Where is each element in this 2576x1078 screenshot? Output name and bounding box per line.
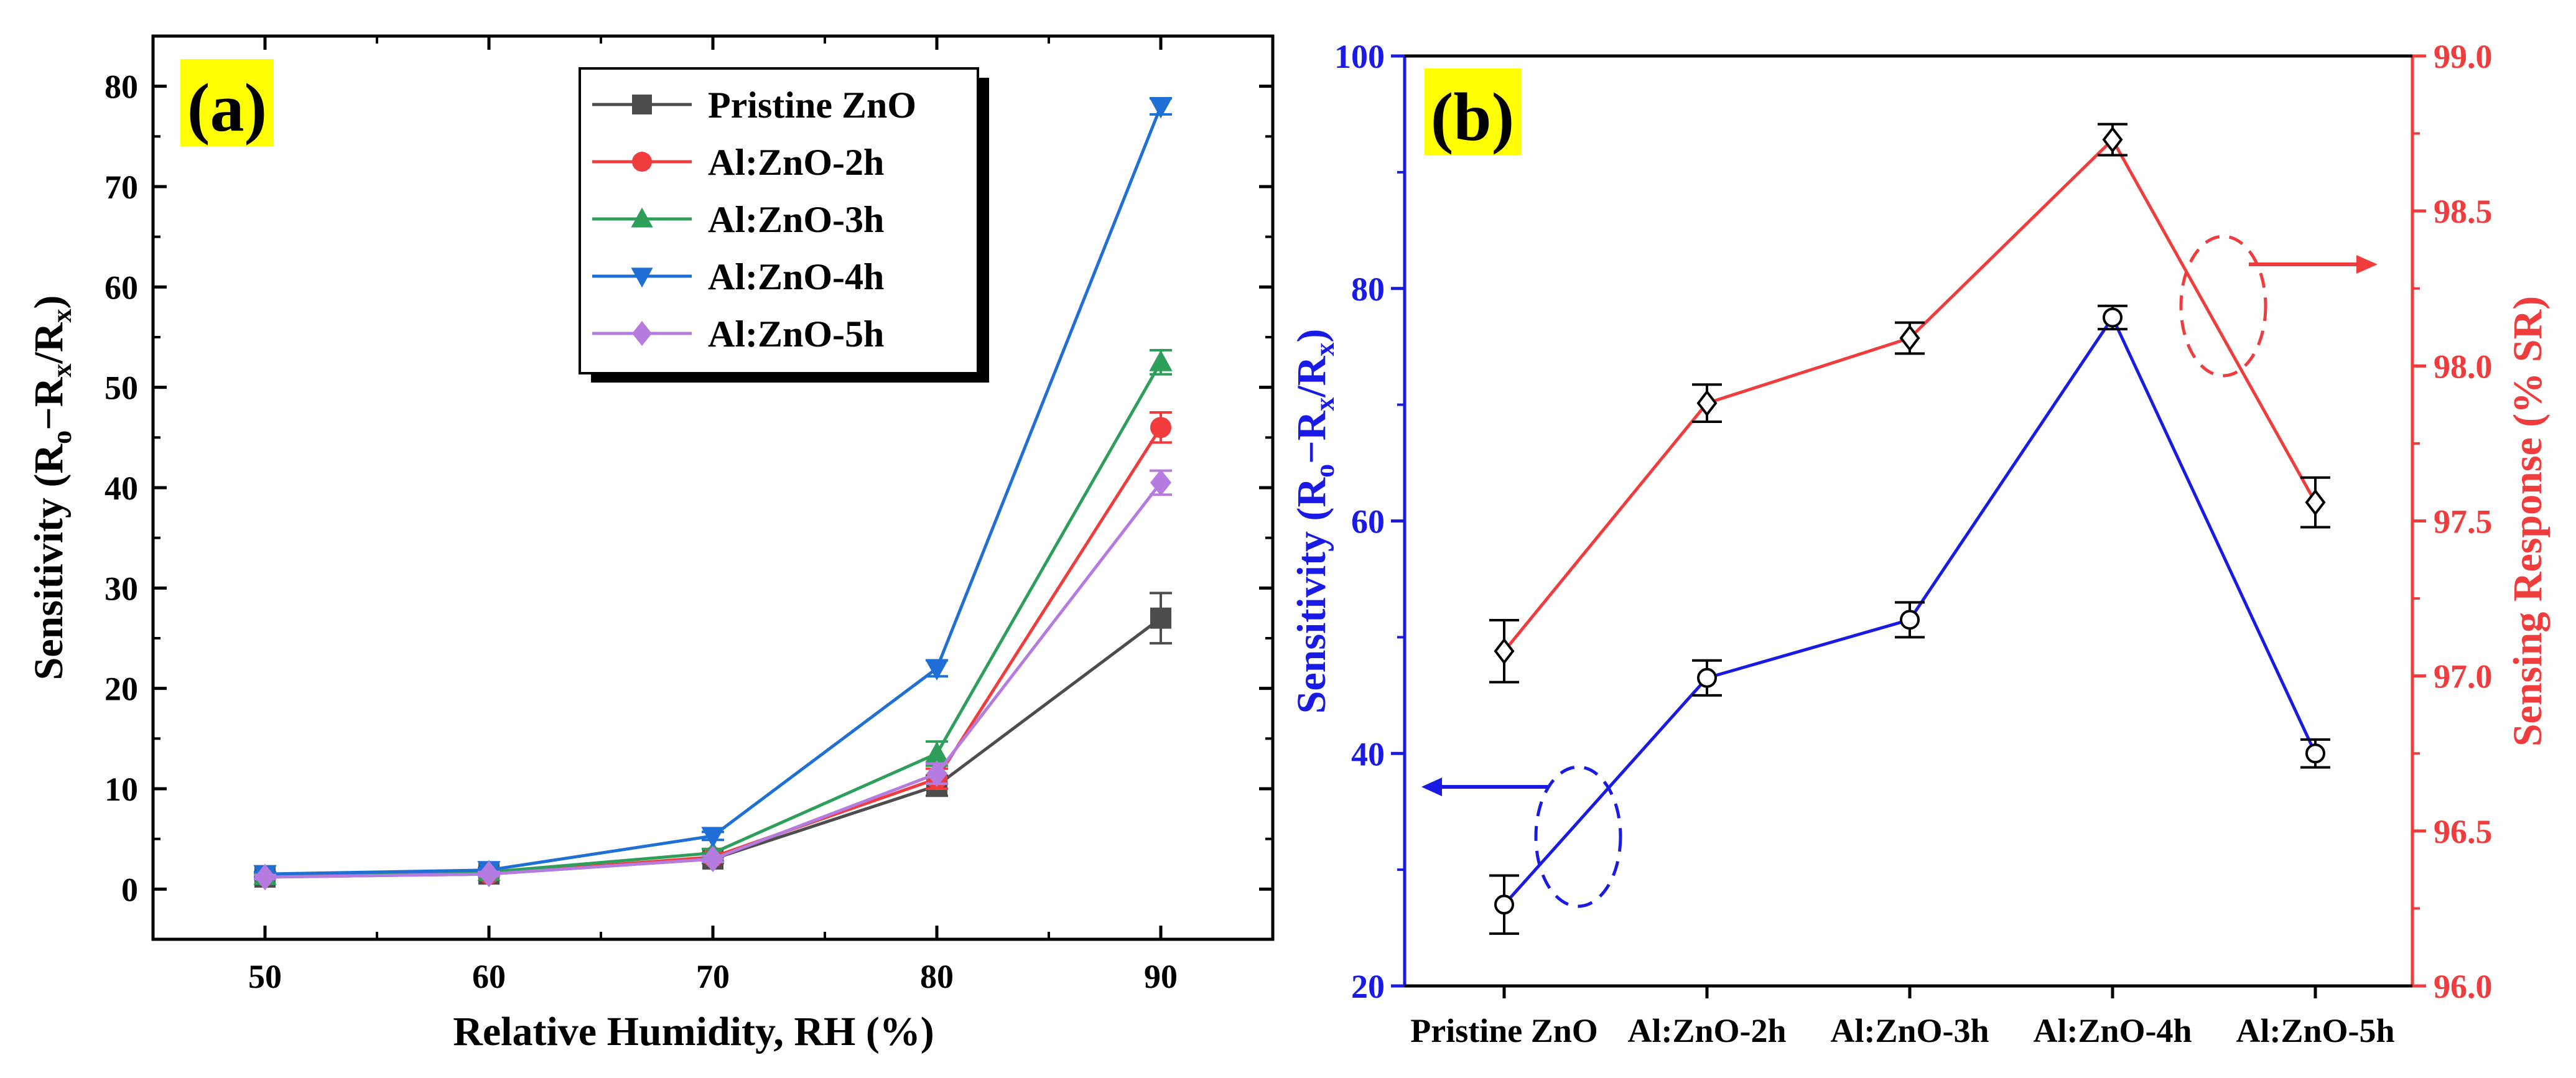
panel-b: 20 40 60 80 100 96.0 96.5 97.0 97.5 98.0 98.5 99.0… [1289, 38, 2550, 1049]
data-point [1696, 389, 1718, 417]
x-tick-label: Al:ZnO-2h [1627, 1012, 1786, 1049]
data-point [1149, 97, 1173, 119]
x-tick-label: Pristine ZnO [1410, 1012, 1598, 1049]
panel-b-tag-bg [1425, 68, 1521, 156]
legend-label: Al:ZnO-2h [708, 142, 884, 183]
legend-label: Al:ZnO-4h [708, 256, 884, 297]
legend-label: Al:ZnO-3h [708, 199, 884, 240]
legend-marker [632, 321, 652, 346]
data-point [2102, 126, 2123, 154]
left-y-tick-label: 40 [1351, 735, 1385, 773]
data-point [2305, 743, 2325, 764]
data-point [1494, 638, 1515, 665]
data-point [1697, 667, 1717, 688]
series-sensitivity [1489, 304, 2330, 935]
panel-b-right-y-axis: 96.0 96.5 97.0 97.5 98.0 98.5 99.0 [2412, 38, 2493, 1005]
panel-a-series [253, 97, 1173, 891]
series-al-zno-5h [254, 469, 1172, 891]
y-tick-label: 60 [105, 269, 138, 306]
panel-b-left-y-axis: 20 40 60 80 100 [1334, 38, 1405, 1005]
data-point [925, 741, 949, 763]
x-tick-label: Al:ZnO-4h [2033, 1012, 2192, 1049]
y-tick-label: 0 [121, 871, 138, 908]
data-point [702, 845, 723, 873]
y-tick-label: 20 [105, 671, 138, 708]
data-point [1150, 417, 1171, 439]
panel-b-right-axis-label: Sensing Response (% SR) [2505, 296, 2550, 746]
y-tick-label: 40 [105, 470, 138, 507]
panel-a-tag: (a) [187, 70, 267, 146]
y-tick-label: 50 [105, 369, 138, 407]
panel-a-x-axis: 50 60 70 80 90 [152, 36, 1274, 995]
y-tick-label: 70 [105, 169, 138, 206]
y-tick-label: 80 [105, 68, 138, 106]
series-sensing-response [1489, 123, 2330, 684]
y-tick-label: 10 [105, 771, 138, 808]
data-point [254, 863, 276, 891]
data-point [1150, 607, 1171, 629]
data-point [1150, 469, 1171, 496]
data-point [478, 860, 500, 888]
legend-marker [631, 207, 653, 228]
right-y-tick-label: 99.0 [2434, 38, 2493, 75]
data-point [2305, 489, 2326, 516]
right-y-tick-label: 97.5 [2434, 503, 2493, 541]
panel-b-left-axis-label: Sensitivity (Ro−Rx/Rx) [1289, 329, 1340, 714]
right-y-tick-label: 96.5 [2434, 813, 2493, 850]
left-y-tick-label: 100 [1334, 38, 1385, 75]
x-tick-label: 70 [696, 958, 730, 995]
left-y-tick-label: 60 [1351, 503, 1385, 541]
panel-a-y-axis-label: Sensitivity (Ro−Rx/Rx) [26, 295, 77, 681]
x-tick-label: Al:ZnO-3h [1830, 1012, 1989, 1049]
panel-a-y-axis: 0 10 20 30 40 50 60 70 80 [105, 35, 1273, 941]
legend-marker [631, 267, 653, 288]
y-tick-label: 30 [105, 570, 138, 607]
legend-item: Al:ZnO-2h [592, 142, 884, 183]
panel-b-x-axis: Pristine ZnO Al:ZnO-2h Al:ZnO-3h Al:ZnO-4h A… [1410, 986, 2395, 1049]
right-y-tick-label: 97.0 [2434, 658, 2493, 695]
data-point [1900, 610, 1920, 630]
legend-item: Al:ZnO-5h [592, 314, 884, 355]
x-tick-label: 60 [472, 958, 506, 995]
panel-b-right-annotation [2179, 235, 2378, 378]
legend-item: Pristine ZnO [592, 85, 916, 126]
panel-a: 0 10 20 30 40 50 60 70 80 50 60 70 80 90 (a) Pristin… [26, 34, 1275, 1054]
panel-a-x-axis-label: Relative Humidity, RH (%) [453, 1009, 934, 1054]
data-point [1149, 350, 1173, 371]
legend-marker [632, 152, 652, 172]
x-tick-label: Al:ZnO-5h [2236, 1012, 2394, 1049]
data-point [926, 760, 947, 788]
data-point [2103, 307, 2123, 328]
legend-label: Pristine ZnO [708, 85, 916, 126]
x-tick-label: 50 [248, 958, 282, 995]
red-arrow-head [2356, 255, 2378, 274]
left-y-tick-label: 20 [1351, 968, 1385, 1005]
panel-b-series [1489, 123, 2330, 935]
blue-arrow-head [1421, 778, 1442, 796]
legend-marker [632, 95, 652, 114]
x-tick-label: 90 [1144, 958, 1178, 995]
panel-a-legend: Pristine ZnO Al:ZnO-2h Al:ZnO-3h Al:ZnO-4h A… [579, 67, 989, 383]
legend-item: Al:ZnO-4h [592, 256, 884, 297]
panel-b-tag: (b) [1431, 79, 1514, 155]
right-y-tick-label: 98.5 [2434, 193, 2493, 230]
x-tick-label: 80 [920, 958, 954, 995]
red-dashed-ellipse [2179, 235, 2267, 378]
right-y-tick-label: 98.0 [2434, 348, 2493, 385]
left-y-tick-label: 80 [1351, 271, 1385, 308]
legend-item: Al:ZnO-3h [592, 199, 884, 240]
data-point [1899, 325, 1920, 351]
right-y-tick-label: 96.0 [2434, 968, 2493, 1005]
legend-label: Al:ZnO-5h [708, 314, 884, 355]
data-point [925, 659, 949, 681]
panel-b-left-annotation [1421, 765, 1622, 908]
data-point [701, 827, 725, 848]
data-point [1494, 894, 1514, 915]
blue-dashed-ellipse [1534, 765, 1622, 908]
panel-a-tag-bg [180, 59, 274, 146]
